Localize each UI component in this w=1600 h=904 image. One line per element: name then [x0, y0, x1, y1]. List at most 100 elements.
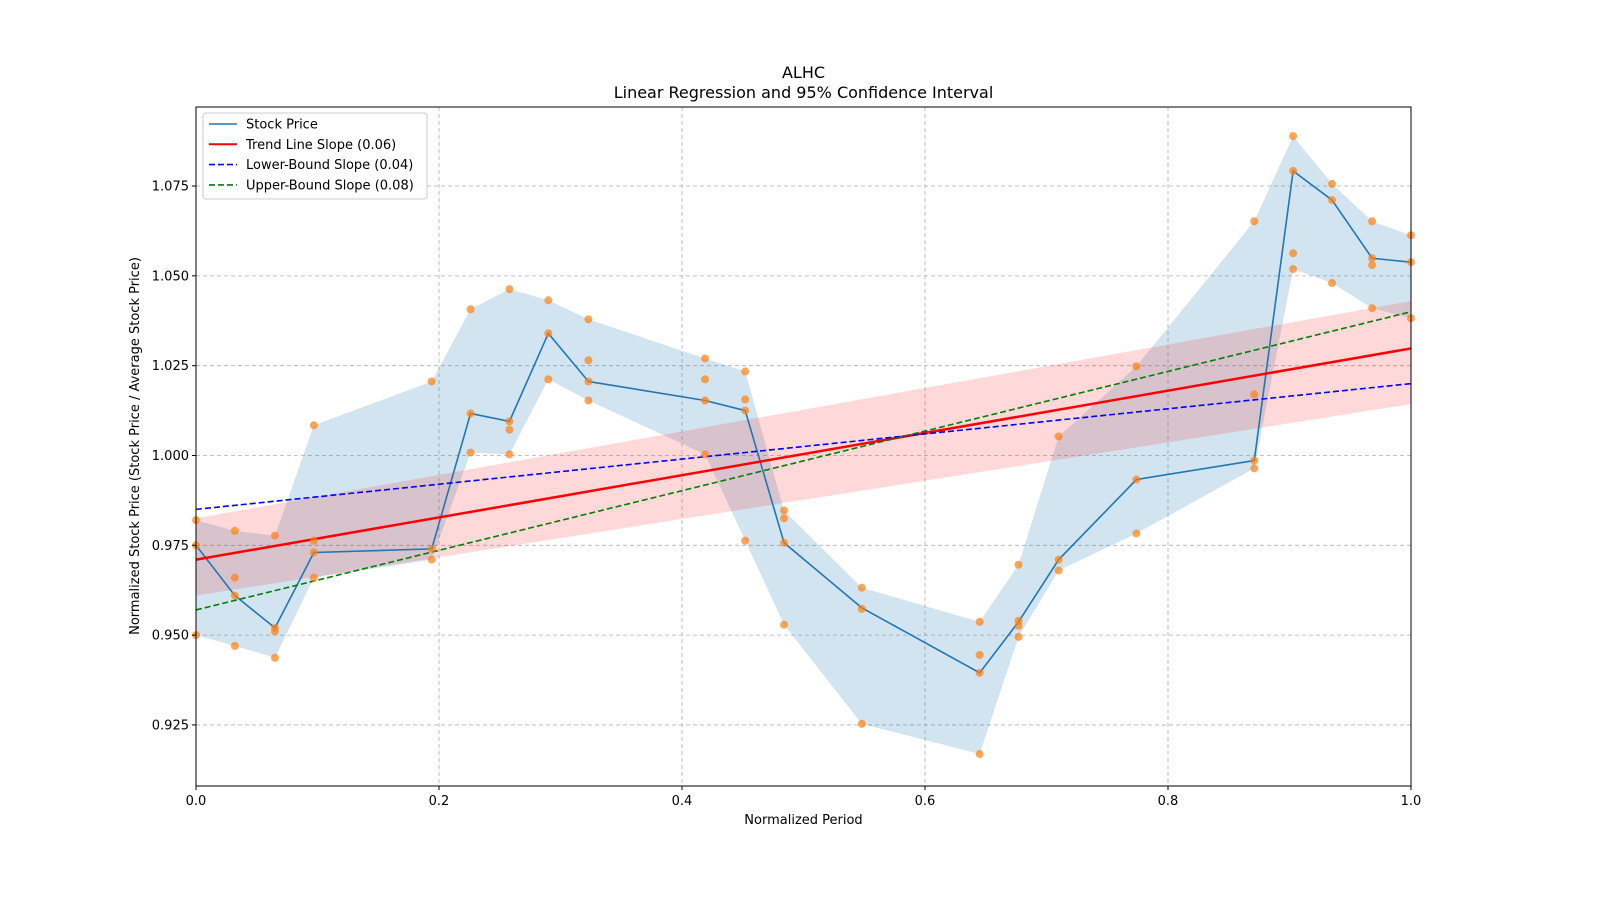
- scatter-point: [701, 375, 710, 384]
- chart-subtitle: Linear Regression and 95% Confidence Int…: [614, 83, 994, 102]
- scatter-point: [309, 536, 318, 545]
- scatter-point: [1289, 249, 1298, 258]
- scatter-point: [505, 417, 514, 426]
- scatter-point: [1289, 265, 1298, 274]
- scatter-point: [1328, 196, 1337, 205]
- y-tick-label: 1.050: [152, 269, 189, 284]
- scatter-point: [975, 617, 984, 626]
- scatter-point: [1328, 179, 1337, 188]
- scatter-point: [466, 409, 475, 418]
- plot-frame: [195, 106, 1412, 787]
- scatter-point: [584, 356, 593, 365]
- lines: [195, 169, 1412, 674]
- scatter-point: [701, 450, 710, 459]
- scatter-point: [857, 583, 866, 592]
- scatter-points: [192, 132, 1415, 759]
- scatter-point: [780, 620, 789, 629]
- trend-line: [195, 347, 1412, 561]
- chart-title: ALHC: [782, 63, 825, 82]
- y-tick-label: 0.950: [152, 629, 189, 644]
- scatter-point: [230, 526, 239, 535]
- scatter-point: [857, 719, 866, 728]
- scatter-point: [1250, 456, 1259, 465]
- scatter-point: [1250, 217, 1259, 226]
- scatter-point: [857, 604, 866, 613]
- y-tick-label: 1.075: [152, 180, 189, 195]
- y-tick-label: 0.925: [152, 718, 189, 733]
- y-tick-label: 1.000: [152, 449, 189, 464]
- scatter-point: [584, 377, 593, 386]
- x-tick-label: 0.8: [1158, 794, 1179, 809]
- scatter-point: [1368, 254, 1377, 263]
- x-tick-label: 0.2: [429, 794, 450, 809]
- scatter-point: [1250, 390, 1259, 399]
- scatter-point: [1132, 529, 1141, 538]
- scatter-point: [466, 305, 475, 314]
- scatter-point: [1368, 261, 1377, 270]
- scatter-point: [780, 506, 789, 515]
- legend-trend-line-label: Trend Line Slope (0.06): [245, 138, 396, 153]
- scatter-point: [1368, 304, 1377, 313]
- scatter-point: [1014, 560, 1023, 569]
- scatter-point: [1250, 464, 1259, 473]
- scatter-point: [230, 573, 239, 582]
- scatter-point: [466, 448, 475, 457]
- scatter-point: [309, 573, 318, 582]
- y-axis-label: Normalized Stock Price (Stock Price / Av…: [128, 257, 143, 635]
- scatter-point: [505, 450, 514, 459]
- scatter-point: [975, 650, 984, 659]
- scatter-point: [741, 406, 750, 415]
- x-tick-label: 1.0: [1401, 794, 1422, 809]
- scatter-point: [270, 653, 279, 662]
- scatter-point: [1054, 432, 1063, 441]
- scatter-point: [584, 396, 593, 405]
- scatter-point: [1328, 279, 1337, 288]
- lower-bound-line: [195, 382, 1412, 511]
- scatter-point: [701, 354, 710, 363]
- scatter-point: [701, 396, 710, 405]
- scatter-point: [1289, 132, 1298, 141]
- scatter-point: [741, 395, 750, 404]
- scatter-point: [505, 425, 514, 434]
- scatter-point: [584, 315, 593, 324]
- scatter-point: [780, 538, 789, 547]
- legend-lower-bound-label: Lower-Bound Slope (0.04): [246, 158, 413, 173]
- scatter-point: [975, 668, 984, 677]
- legend: Stock Price Trend Line Slope (0.06) Lower-…: [202, 112, 428, 200]
- legend-upper-bound-label: Upper-Bound Slope (0.08): [246, 178, 414, 193]
- legend-box: [202, 112, 428, 200]
- legend-stock-price-label: Stock Price: [246, 118, 318, 133]
- scatter-point: [780, 514, 789, 523]
- trend-confidence-band: [196, 301, 1411, 596]
- scatter-point: [427, 555, 436, 564]
- scatter-point: [544, 375, 553, 384]
- scatter-point: [544, 296, 553, 305]
- scatter-point: [230, 591, 239, 600]
- stock-price-line: [195, 169, 1412, 674]
- scatter-point: [270, 531, 279, 540]
- scatter-point: [741, 536, 750, 545]
- bands: [196, 136, 1411, 755]
- scatter-point: [975, 750, 984, 759]
- scatter-point: [270, 627, 279, 636]
- x-axis-label: Normalized Period: [744, 813, 862, 828]
- scatter-point: [1132, 475, 1141, 484]
- scatter-point: [309, 548, 318, 557]
- scatter-point: [427, 377, 436, 386]
- scatter-point: [1014, 632, 1023, 641]
- scatter-point: [1368, 217, 1377, 226]
- scatter-point: [505, 285, 514, 294]
- scatter-point: [741, 367, 750, 376]
- scatter-point: [230, 641, 239, 650]
- scatter-point: [1289, 166, 1298, 175]
- scatter-point: [427, 544, 436, 553]
- x-tick-label: 0.0: [186, 794, 207, 809]
- scatter-point: [309, 421, 318, 430]
- scatter-point: [544, 329, 553, 338]
- scatter-point: [1054, 555, 1063, 564]
- x-tick-label: 0.6: [915, 794, 936, 809]
- scatter-point: [1132, 362, 1141, 371]
- scatter-point: [1014, 621, 1023, 630]
- upper-bound-line: [195, 311, 1412, 611]
